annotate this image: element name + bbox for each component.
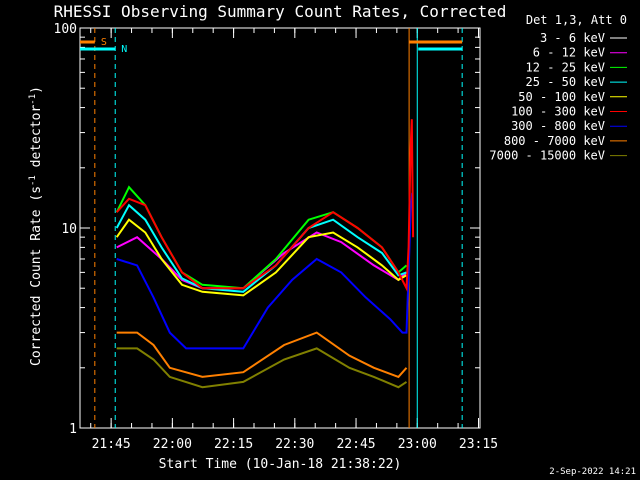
y-tick-label: 1 [69, 422, 77, 437]
series-layer [115, 119, 415, 389]
y-axis: 1 10 100 [54, 22, 480, 437]
x-tick-label: 23:00 [398, 437, 437, 452]
x-tick-label: 21:45 [92, 437, 131, 452]
x-tick-label: 23:15 [459, 437, 498, 452]
s-label: S [101, 37, 107, 48]
y-tick-label: 100 [54, 22, 77, 37]
x-tick-label: 22:30 [275, 437, 314, 452]
legend-header: Det 1,3, Att 0 [526, 13, 627, 27]
series-line [115, 203, 407, 293]
series-line [115, 119, 415, 292]
legend-label: 6 - 12 keV [533, 46, 605, 60]
legend-label: 100 - 300 keV [511, 105, 605, 119]
legend-label: 800 - 7000 keV [504, 134, 605, 148]
series-line [116, 331, 408, 379]
y-tick-label: 10 [61, 222, 77, 237]
legend-label: 3 - 6 keV [540, 31, 605, 45]
legend-label: 300 - 800 keV [511, 119, 605, 133]
y-axis-label: Corrected Count Rate (s-1 detector-1) [28, 86, 44, 366]
series-line [116, 347, 408, 389]
n-label: N [121, 44, 127, 55]
x-tick-label: 22:00 [153, 437, 192, 452]
series-line [115, 185, 408, 290]
x-tick-label: 22:45 [336, 437, 375, 452]
series-line [116, 192, 414, 350]
x-axis: 21:45 22:00 22:15 22:30 22:45 23:00 23:15 [90, 28, 498, 452]
legend-label: 50 - 100 keV [518, 90, 605, 104]
series-line [115, 218, 407, 297]
chart-title: RHESSI Observing Summary Count Rates, Co… [54, 2, 507, 21]
legend-label: 7000 - 15000 keV [489, 149, 605, 163]
x-axis-label: Start Time (10-Jan-18 21:38:22) [159, 457, 402, 472]
footer-date: 2-Sep-2022 14:21 [549, 467, 636, 477]
legend-label: 12 - 25 keV [526, 60, 605, 74]
legend-label: 25 - 50 keV [526, 75, 605, 89]
x-tick-label: 22:15 [214, 437, 253, 452]
annotation-layer: SN [80, 28, 463, 428]
